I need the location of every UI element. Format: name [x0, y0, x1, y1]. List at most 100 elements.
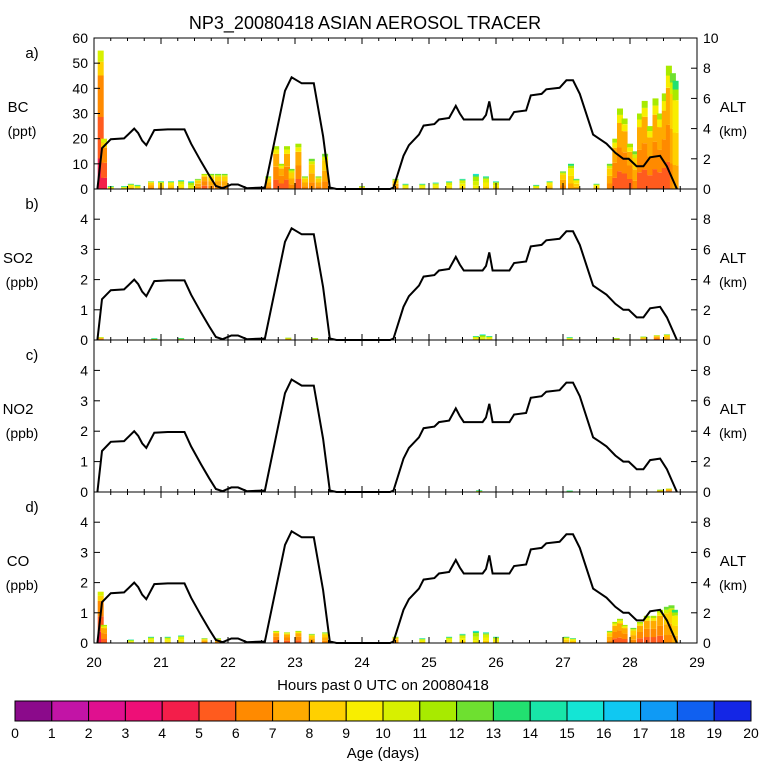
tracer-bar [533, 187, 540, 189]
colorbar-swatch [456, 700, 494, 722]
tracer-bar [606, 165, 613, 169]
x-tick-label: 24 [354, 654, 370, 670]
tracer-bar [612, 142, 619, 148]
tracer-bar [663, 338, 670, 340]
tracer-bar [661, 101, 668, 111]
tracer-bar [308, 158, 315, 162]
y-tick-label: 30 [72, 106, 88, 122]
colorbar-swatch [51, 700, 90, 722]
y-tick-label: 0 [80, 635, 88, 651]
colorbar-swatch [88, 700, 126, 722]
tracer-bar [127, 639, 134, 641]
tracer-bar [446, 639, 453, 642]
tracer-bar [459, 180, 466, 184]
colorbar-swatch [676, 700, 715, 722]
tracer-bar [479, 335, 486, 338]
tracer-bar [178, 180, 185, 181]
tracer-bar [178, 636, 185, 640]
tracer-bar [208, 173, 215, 176]
tracer-bar [151, 339, 158, 340]
tracer-bar [563, 638, 570, 640]
tracer-bar [273, 630, 280, 632]
tracer-bar [483, 632, 489, 634]
alt-tick-label: 8 [703, 60, 711, 76]
colorbar-tick-label: 17 [633, 725, 649, 741]
tracer-bar [640, 338, 647, 340]
tracer-bar [127, 187, 134, 189]
alt-tick-label: 8 [703, 211, 711, 227]
tracer-bar [650, 615, 657, 618]
tracer-bar [101, 177, 107, 189]
tracer-bar [178, 184, 185, 187]
tracer-bar [101, 626, 107, 629]
tracer-bar [612, 638, 619, 643]
tracer-bar [284, 166, 290, 180]
colorbar-swatch [235, 700, 274, 722]
panel-bc: 0 10 20 30 40 50 60 0 2 4 6 8 10 a) BC (ppt) ALT (km) [8, 30, 747, 197]
tracer-bar [295, 636, 302, 641]
tracer-bar [158, 181, 164, 182]
tracer-bar [97, 338, 104, 340]
tracer-bar [643, 618, 650, 621]
tracer-bar [402, 183, 409, 185]
tracer-bar [288, 168, 295, 171]
x-tick-label: 23 [287, 654, 303, 670]
y-tick-label: 1 [80, 454, 88, 470]
tracer-bar [668, 634, 675, 643]
tracer-bar [459, 633, 466, 635]
tracer-bar [201, 638, 208, 639]
tracer-bar [295, 179, 302, 189]
tracer-bar [168, 182, 174, 183]
tracer-bar [647, 156, 654, 176]
tracer-bar [566, 490, 573, 492]
tracer-bar [302, 182, 308, 187]
tracer-bar [284, 146, 290, 150]
tracer-bar [617, 630, 623, 638]
tracer-bar [308, 182, 315, 189]
tracer-bar [568, 183, 574, 189]
tracer-bar [568, 163, 574, 166]
tracer-bar [657, 490, 664, 492]
tracer-bar [570, 638, 576, 640]
tracer-bar [663, 334, 670, 335]
altitude-line [96, 75, 678, 190]
tracer-bar [593, 183, 600, 185]
colorbar-swatch [272, 700, 310, 722]
tracer-bar [302, 178, 308, 183]
y-tick-label: 2 [80, 272, 88, 288]
tracer-bar [663, 609, 670, 614]
colorbar-swatch [419, 700, 458, 722]
tracer-bar [560, 179, 566, 186]
tracer-bar [566, 337, 573, 338]
tracer-bar [121, 186, 128, 188]
tracer-bar [472, 640, 479, 643]
tracer-bar [392, 638, 399, 640]
tracer-bar [432, 185, 439, 188]
y-tick-label: 1 [80, 605, 88, 621]
y-tick-label: 10 [72, 156, 88, 172]
tracer-bar [288, 172, 295, 179]
x-tick-labels: 20 21 22 23 24 25 26 27 28 29 [86, 654, 705, 670]
alt-tick-label: 0 [703, 332, 711, 348]
tracer-bar [630, 630, 637, 636]
tracer-bar [432, 182, 439, 184]
tracer-bar [486, 336, 493, 337]
tracer-bar [627, 143, 633, 148]
tracer-bar [663, 606, 670, 610]
colorbar-title: Age (days) [347, 745, 420, 762]
alt-tick-label: 8 [703, 514, 711, 530]
tracer-bar [308, 635, 315, 639]
x-axis-title: Hours past 0 UTC on 20080418 [277, 677, 489, 694]
alt-label: ALT [720, 250, 746, 267]
tracer-bar [201, 638, 208, 640]
tracer-bar [322, 637, 329, 641]
alt-label: ALT [720, 553, 746, 570]
tracer-bar [563, 637, 570, 638]
tracer-bar [178, 641, 185, 643]
tracer-bar [419, 187, 426, 189]
alt-tick-label: 6 [703, 241, 711, 257]
y-tick-label: 1 [80, 302, 88, 318]
tracer-bar [560, 174, 566, 180]
tracer-bar [621, 633, 628, 639]
